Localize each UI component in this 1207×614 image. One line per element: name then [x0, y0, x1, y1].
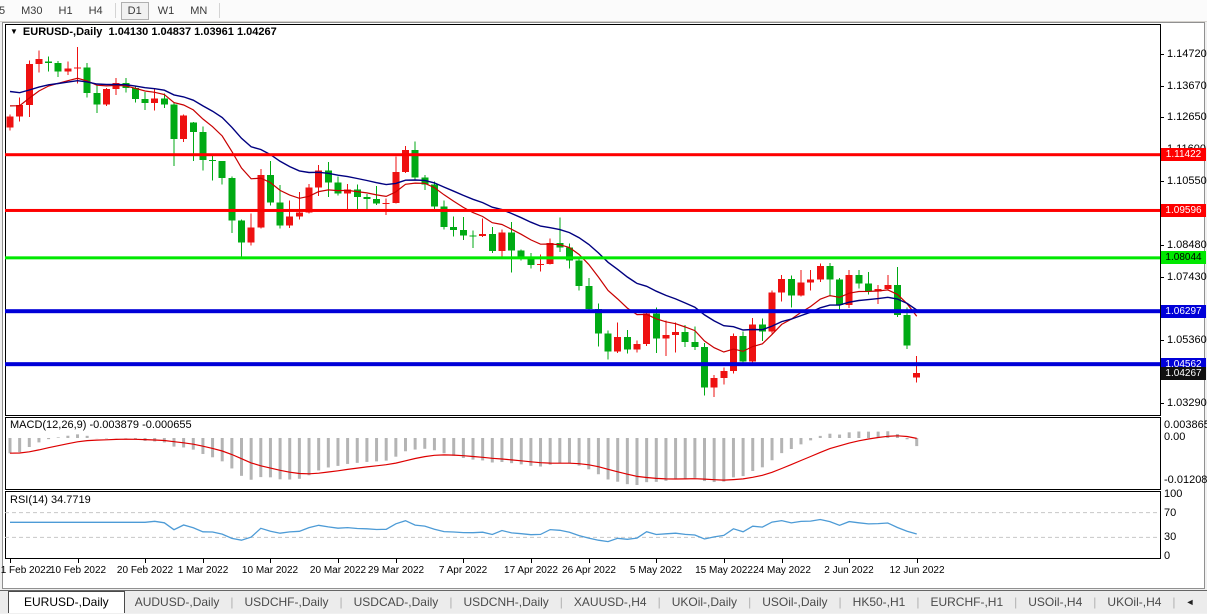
chart-symbol-label: EURUSD-,Daily — [22, 26, 103, 38]
toolbar-separator — [114, 3, 116, 18]
tab-eurchf-h1[interactable]: EURCHF-,H1 — [930, 595, 1004, 609]
timeframe-button-H4[interactable]: H4 — [88, 4, 103, 17]
date-axis-label: 1 Feb 2022 — [0, 565, 52, 576]
macd-axis-tick--0.01208: -0.01208 — [1164, 474, 1207, 486]
tab-separator: | — [559, 595, 563, 609]
date-axis-label: 10 Feb 2022 — [49, 565, 107, 576]
tab-usdchf-daily[interactable]: USDCHF-,Daily — [244, 595, 329, 609]
price-axis-tick-1.08480: 1.08480 — [1167, 239, 1207, 251]
price-level-badge-1.08044: 1.08044 — [1161, 251, 1206, 264]
date-axis-label: 17 Apr 2022 — [504, 565, 558, 576]
rsi-axis-tick-100: 100 — [1164, 488, 1183, 500]
hline-1.11422[interactable] — [5, 153, 1160, 157]
rsi-indicator-label: RSI(14) 34.7719 — [10, 494, 91, 506]
tab-xauusd-h4[interactable]: XAUUSD-,H4 — [573, 595, 647, 609]
tab-hk50-h1[interactable]: HK50-,H1 — [852, 595, 906, 609]
price-level-badge-1.06297: 1.06297 — [1161, 305, 1206, 318]
chart-ohlc-values: 1.04130 1.04837 1.03961 1.04267 — [108, 26, 277, 38]
date-axis-label: 5 May 2022 — [629, 565, 683, 576]
current-price-badge: 1.04267 — [1161, 367, 1206, 380]
price-axis-tick-1.14720: 1.14720 — [1167, 48, 1207, 60]
tab-separator: | — [748, 595, 752, 609]
price-axis-tick-1.10550: 1.10550 — [1167, 175, 1207, 187]
tab-scroll-right-icon[interactable]: ► — [1203, 597, 1207, 607]
tab-usoil-daily[interactable]: USOil-,Daily — [762, 595, 828, 609]
tab-separator: | — [1093, 595, 1097, 609]
toolbar-separator — [219, 3, 221, 18]
tab-ukoil-h4[interactable]: UKOil-,H4 — [1107, 595, 1162, 609]
timeframe-button-D1[interactable]: D1 — [120, 1, 149, 20]
tab-usoil-h4[interactable]: USOil-,H4 — [1028, 595, 1083, 609]
tab-ukoil-daily[interactable]: UKOil-,Daily — [671, 595, 738, 609]
hline-1.06297[interactable] — [5, 309, 1160, 314]
price-axis-tick-1.12650: 1.12650 — [1167, 111, 1207, 123]
tab-usdcnh-daily[interactable]: USDCNH-,Daily — [463, 595, 549, 609]
rsi-axis-tick-0: 0 — [1164, 550, 1171, 562]
rsi-panel-plot[interactable] — [5, 491, 1161, 559]
price-axis-tick-1.03290: 1.03290 — [1167, 397, 1207, 409]
timeframe-toolbar: 5 M30 H1 H4 D1 W1 MN — [0, 0, 1207, 22]
chart-dropdown-icon[interactable]: ▼ — [10, 27, 18, 36]
hline-1.04562[interactable] — [5, 362, 1160, 367]
tab-audusd-daily[interactable]: AUDUSD-,Daily — [134, 595, 220, 609]
chart-title: ▼ EURUSD-,Daily 1.04130 1.04837 1.03961 1… — [10, 26, 277, 38]
tab-separator: | — [1172, 595, 1176, 609]
tab-scroll-left-icon[interactable]: ◄ — [1185, 597, 1195, 607]
tab-scroll-arrows: | ◄ ► — [1171, 595, 1207, 609]
date-axis-label: 7 Apr 2022 — [438, 565, 488, 576]
timeframe-button-W1[interactable]: W1 — [157, 4, 175, 17]
timeframe-button-H1[interactable]: H1 — [58, 4, 73, 17]
candlestick-series — [6, 46, 921, 398]
tab-eurusd-daily[interactable]: EURUSD-,Daily — [8, 591, 125, 613]
tab-separator: | — [230, 595, 234, 609]
tab-separator: | — [1014, 595, 1018, 609]
rsi-line — [10, 518, 917, 543]
hline-1.08044[interactable] — [5, 256, 1160, 260]
ma-slow-line — [9, 79, 918, 331]
date-axis-label: 15 May 2022 — [695, 565, 753, 576]
tab-usdcad-daily[interactable]: USDCAD-,Daily — [353, 595, 439, 609]
date-axis-label: 1 Mar 2022 — [177, 565, 229, 576]
timeframe-button-M30[interactable]: M30 — [21, 4, 43, 17]
ma-fast-line — [9, 77, 918, 353]
main-chart-plot[interactable] — [5, 24, 1161, 416]
date-axis-label: 29 Mar 2022 — [367, 565, 425, 576]
price-axis-tick-1.13670: 1.13670 — [1167, 80, 1207, 92]
timeframe-button-MN[interactable]: MN — [190, 4, 208, 17]
price-axis-tick-1.05360: 1.05360 — [1167, 334, 1207, 346]
rsi-axis-tick-30: 30 — [1164, 531, 1177, 543]
date-axis-label: 24 May 2022 — [753, 565, 811, 576]
macd-axis-tick-0.003865: 0.003865 — [1164, 419, 1207, 431]
hline-1.09596[interactable] — [5, 208, 1160, 212]
tab-separator: | — [339, 595, 343, 609]
date-axis-label: 26 Apr 2022 — [562, 565, 616, 576]
date-axis-label: 20 Mar 2022 — [309, 565, 367, 576]
date-axis-label: 12 Jun 2022 — [889, 565, 945, 576]
tab-separator: | — [657, 595, 661, 609]
macd-axis-tick-0.00: 0.00 — [1164, 431, 1186, 443]
tab-separator: | — [449, 595, 453, 609]
macd-panel-plot[interactable] — [5, 417, 1161, 490]
price-level-badge-1.11422: 1.11422 — [1161, 148, 1206, 161]
tab-separator: | — [838, 595, 842, 609]
macd-histogram — [8, 431, 919, 485]
price-axis-tick-1.07430: 1.07430 — [1167, 271, 1207, 283]
date-axis-label: 20 Feb 2022 — [116, 565, 174, 576]
price-level-badge-1.09596: 1.09596 — [1161, 204, 1206, 217]
timeframe-button-5[interactable]: 5 — [0, 4, 6, 17]
date-axis-label: 10 Mar 2022 — [241, 565, 299, 576]
date-axis-label: 2 Jun 2022 — [824, 565, 874, 576]
macd-indicator-label: MACD(12,26,9) -0.003879 -0.000655 — [10, 419, 192, 431]
rsi-axis-tick-70: 70 — [1164, 507, 1177, 519]
macd-signal-line — [9, 435, 917, 481]
symbol-tab-bar: EURUSD-,Daily AUDUSD-,Daily | USDCHF-,Daily… — [0, 590, 1207, 613]
tab-separator: | — [916, 595, 920, 609]
